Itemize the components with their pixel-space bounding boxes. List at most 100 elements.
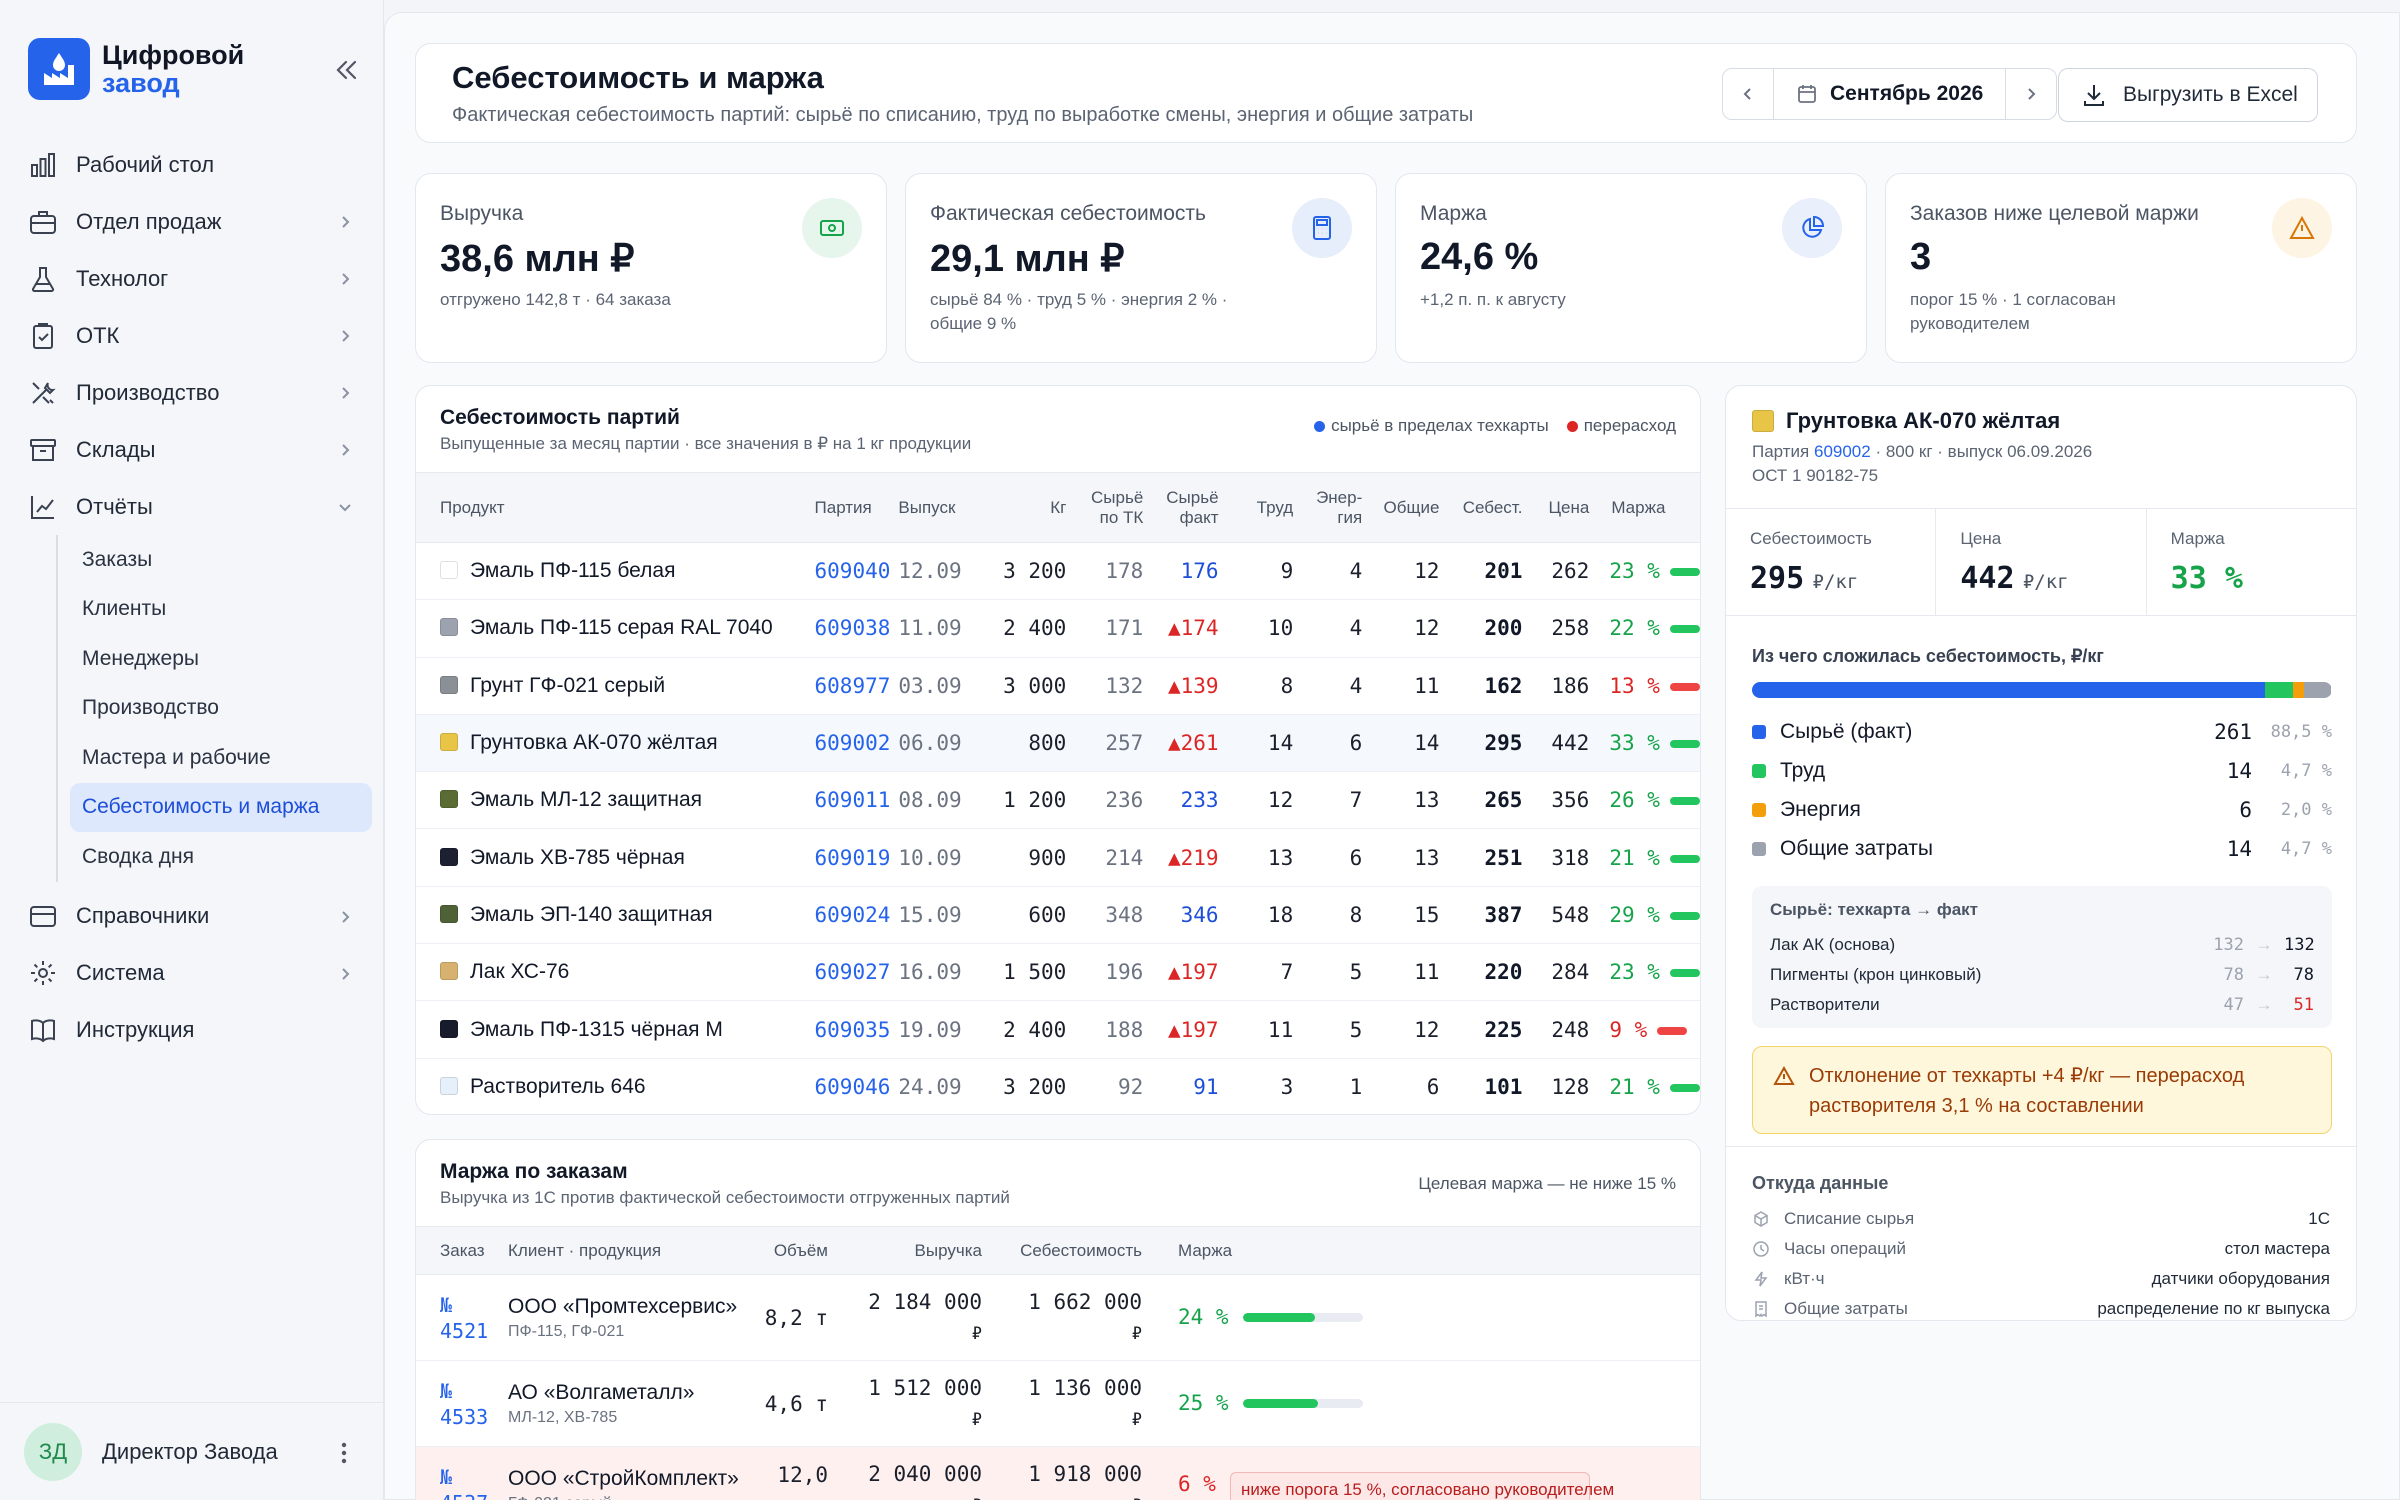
nav-item-system[interactable]: Система <box>24 945 372 1002</box>
lot-link[interactable]: 609002 <box>1813 442 1871 461</box>
plan-value: 132 <box>2213 935 2244 955</box>
more-vertical-icon[interactable] <box>332 1439 356 1467</box>
subnav-orders[interactable]: Заказы <box>82 547 153 571</box>
col-header[interactable]: Цена <box>1526 472 1594 543</box>
table-row[interactable]: Лак ХС-76 609027 16.09 1 500 196 ▲197 7 5 11 220 2… <box>416 943 1700 1002</box>
col-header[interactable]: Заказ <box>416 1226 508 1275</box>
lot-link[interactable]: 609019 <box>802 828 893 887</box>
margin-bar <box>1669 625 1700 634</box>
nav-item-technologist[interactable]: Технолог <box>24 250 372 307</box>
cost-cell: 201 <box>1443 542 1527 601</box>
lot-link[interactable]: 609002 <box>802 714 893 773</box>
col-header[interactable]: Маржа <box>1142 1226 1700 1275</box>
order-cell[interactable]: № 4521 <box>416 1274 508 1361</box>
table-row[interactable]: Эмаль ХВ-785 чёрная 609019 10.09 900 214 ▲219… <box>416 828 1700 887</box>
sidebar: Цифровой завод Рабочий стол Отдел продаж… <box>0 0 384 1500</box>
lot-link[interactable]: 609024 <box>802 886 893 945</box>
lot-link[interactable]: 609046 <box>802 1058 893 1114</box>
techcard-row: Пигменты (крон цинковый) 78 → 78 <box>1770 960 2314 990</box>
client-name: ООО «Промтехсервис» <box>508 1294 738 1318</box>
order-cell[interactable]: № 4537 <box>416 1446 508 1500</box>
subnav-day-summary[interactable]: Сводка дня <box>82 844 194 868</box>
table-row[interactable]: Эмаль МЛ-12 защитная 609011 08.09 1 200 236 2… <box>416 771 1700 830</box>
col-header[interactable]: Клиент · продукция <box>508 1226 744 1275</box>
col-header[interactable]: Сырьё по ТК <box>1070 472 1152 543</box>
order-cell[interactable]: № 4533 <box>416 1360 508 1447</box>
subnav-masters[interactable]: Мастера и рабочие <box>82 745 271 769</box>
col-header[interactable]: Кг <box>981 472 1071 543</box>
detail-subtitle: Партия 609002 · 800 кг · выпуск 06.09.20… <box>1752 440 2092 488</box>
lot-link[interactable]: 609038 <box>802 599 893 658</box>
col-header[interactable]: Выпуск <box>892 472 982 543</box>
table-row[interactable]: № 4521 ООО «Промтехсервис» ПФ-115, ГФ-021 8,… <box>416 1274 1700 1361</box>
nav-item-warehouses[interactable]: Склады <box>24 421 372 478</box>
lot-link[interactable]: 609027 <box>802 943 893 1002</box>
table-row[interactable]: Эмаль ПФ-1315 чёрная М 609035 19.09 2 400 18… <box>416 1000 1700 1059</box>
col-header[interactable]: Общие <box>1366 472 1444 543</box>
order-link[interactable]: № 4537 <box>440 1464 508 1500</box>
col-header[interactable]: Продукт <box>416 472 803 543</box>
table-row[interactable]: Грунтовка АК-070 жёлтая 609002 06.09 800 257… <box>416 714 1700 773</box>
col-header[interactable]: Партия <box>802 472 893 543</box>
export-excel-button[interactable]: Выгрузить в Excel <box>2058 68 2318 122</box>
table-row[interactable]: Растворитель 646 609046 24.09 3 200 92 91 3 1 6 1… <box>416 1058 1700 1114</box>
col-header[interactable]: Себест. <box>1443 472 1527 543</box>
table-row[interactable]: №4537ООО «СтройКомплект»ГФ-021 серый12,0… <box>416 1446 1700 1500</box>
col-header[interactable]: Труд <box>1230 472 1298 543</box>
lot-link[interactable]: 609040 <box>802 542 893 601</box>
col-header[interactable]: Объём <box>744 1226 828 1275</box>
prev-period-button[interactable] <box>1723 69 1773 119</box>
source-value: датчики оборудования <box>2151 1269 2330 1288</box>
legend-dot-blue <box>1314 420 1326 432</box>
chevron-down-icon <box>336 498 354 516</box>
cost-breakdown-list: Сырьё (факт) 261 88,5 % Труд 14 4,7 % Энергия 6… <box>1752 712 2332 868</box>
col-header[interactable]: Сырьё факт <box>1151 472 1231 543</box>
nav-item-sales[interactable]: Отдел продаж <box>24 193 372 250</box>
col-header[interactable]: Выручка <box>828 1226 982 1275</box>
lot-link[interactable]: 608977 <box>802 657 893 715</box>
collapse-sidebar-icon[interactable] <box>330 54 362 86</box>
cost-cell: 162 <box>1443 657 1527 715</box>
subnav-cost-margin[interactable]: Себестоимость и маржа <box>70 782 372 832</box>
nav-label: Отчёты <box>76 493 153 519</box>
kpi-value: 3 <box>1910 236 1932 278</box>
revenue-value: 2 040 000 <box>868 1461 982 1486</box>
kg-cell: 800 <box>981 714 1071 773</box>
fact-cell: ▲139 <box>1151 657 1231 715</box>
user-profile[interactable]: ЗД Директор Завода <box>0 1402 384 1500</box>
lot-link[interactable]: 609011 <box>802 771 893 830</box>
col-header[interactable]: Энер-гия <box>1297 472 1367 543</box>
subnav-production[interactable]: Производство <box>82 696 219 720</box>
nav-item-references[interactable]: Справочники <box>24 888 372 945</box>
col-header[interactable]: Себестоимость <box>982 1226 1142 1275</box>
period-selector[interactable]: Сентябрь 2026 <box>1773 69 2007 119</box>
lot-link[interactable]: 609035 <box>802 1000 893 1059</box>
deviation-alert: Отклонение от техкарты +4 ₽/кг — перерас… <box>1752 1046 2332 1134</box>
nav-item-reports[interactable]: Отчёты <box>24 478 372 535</box>
order-link[interactable]: № 4521 <box>440 1292 508 1344</box>
table-row[interactable]: Эмаль ЭП-140 защитная 609024 15.09 600 348 34… <box>416 886 1700 945</box>
nav-item-manual[interactable]: Инструкция <box>24 1002 372 1059</box>
kpi-value: 24,6 % <box>1420 236 1539 278</box>
col-header[interactable]: Маржа <box>1593 472 1700 543</box>
table-row[interactable]: Эмаль ПФ-115 белая 609040 12.09 3 200 178 176… <box>416 542 1700 601</box>
revenue-value: 2 184 000 <box>868 1289 982 1314</box>
nav-item-production[interactable]: Производство <box>24 364 372 421</box>
next-period-button[interactable] <box>2006 69 2056 119</box>
app-logo[interactable]: Цифровой завод <box>28 38 244 100</box>
nav-item-qc[interactable]: ОТК <box>24 307 372 364</box>
table-row[interactable]: Эмаль ПФ-115 серая RAL 7040 609038 11.09 2 … <box>416 599 1700 658</box>
table-header-row: Продукт Партия Выпуск Кг Сырьё по ТК Сырь… <box>416 472 1700 543</box>
nav-item-dashboard[interactable]: Рабочий стол <box>24 136 372 193</box>
kpi-label: Заказов ниже целевой маржи <box>1910 202 2199 225</box>
legend-item: перерасход <box>1583 416 1676 435</box>
period-label: Сентябрь 2026 <box>1830 82 1984 105</box>
order-link[interactable]: № 4533 <box>440 1378 508 1430</box>
legend-square <box>1752 724 1766 739</box>
order-prefix: № <box>440 1464 453 1489</box>
subnav-clients[interactable]: Клиенты <box>82 597 167 621</box>
fact-cell: 346 <box>1151 886 1231 945</box>
subnav-managers[interactable]: Менеджеры <box>82 646 199 670</box>
table-row[interactable]: Грунт ГФ-021 серый 608977 03.09 3 000 132 ▲13… <box>416 657 1700 715</box>
